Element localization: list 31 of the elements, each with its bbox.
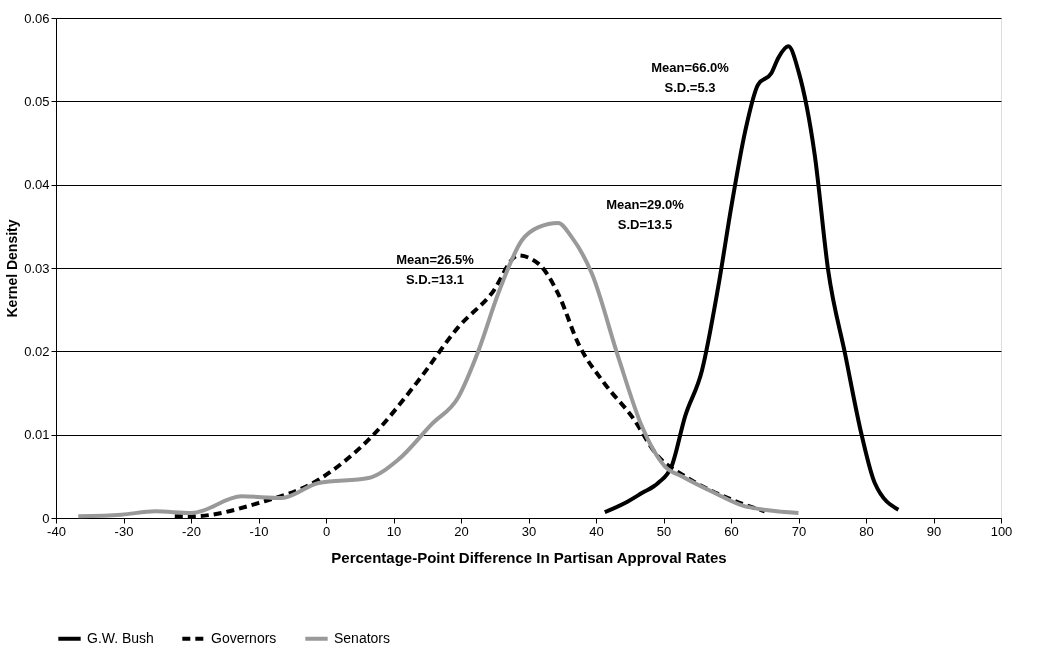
x-tick-label: 70 xyxy=(791,523,807,539)
y-tick-label: 0.01 xyxy=(24,427,50,443)
legend-label: Senators xyxy=(334,629,391,646)
legend-label: G.W. Bush xyxy=(87,629,154,646)
y-tick-label: 0.05 xyxy=(24,93,50,109)
x-tick-label: 90 xyxy=(926,523,942,539)
y-tick-label: 0 xyxy=(42,510,50,526)
y-tick-label: 0.04 xyxy=(24,177,50,193)
x-tick-label: 10 xyxy=(386,523,402,539)
y-tick-label: 0.06 xyxy=(24,10,50,26)
legend-label: Governors xyxy=(211,629,277,646)
x-tick-label: 20 xyxy=(454,523,469,539)
y-axis-title: Kernel Density xyxy=(4,219,21,318)
x-tick-label: 100 xyxy=(990,523,1013,539)
x-tick-label: 50 xyxy=(656,523,672,539)
x-tick-label: 60 xyxy=(724,523,739,539)
annotation: Mean=29.0% S.D=13.5 xyxy=(606,197,685,232)
x-tick-label: 80 xyxy=(859,523,874,539)
y-tick-label: 0.02 xyxy=(24,343,50,359)
x-tick-label: -20 xyxy=(182,523,201,539)
annotation: Mean=26.5% S.D.=13.1 xyxy=(396,252,475,287)
x-axis-title: Percentage-Point Difference In Partisan Approval Rates xyxy=(331,548,727,566)
x-tick-label: -30 xyxy=(114,523,134,539)
x-tick-label: 40 xyxy=(589,523,604,539)
x-tick-label: 0 xyxy=(322,523,331,539)
x-tick-label: -40 xyxy=(47,523,66,539)
x-tick-label: -10 xyxy=(249,523,269,539)
annotation: Mean=66.0% S.D.=5.3 xyxy=(651,60,730,95)
x-tick-label: 30 xyxy=(521,523,537,539)
line-series xyxy=(76,221,801,519)
y-tick-label: 0.03 xyxy=(24,260,50,276)
